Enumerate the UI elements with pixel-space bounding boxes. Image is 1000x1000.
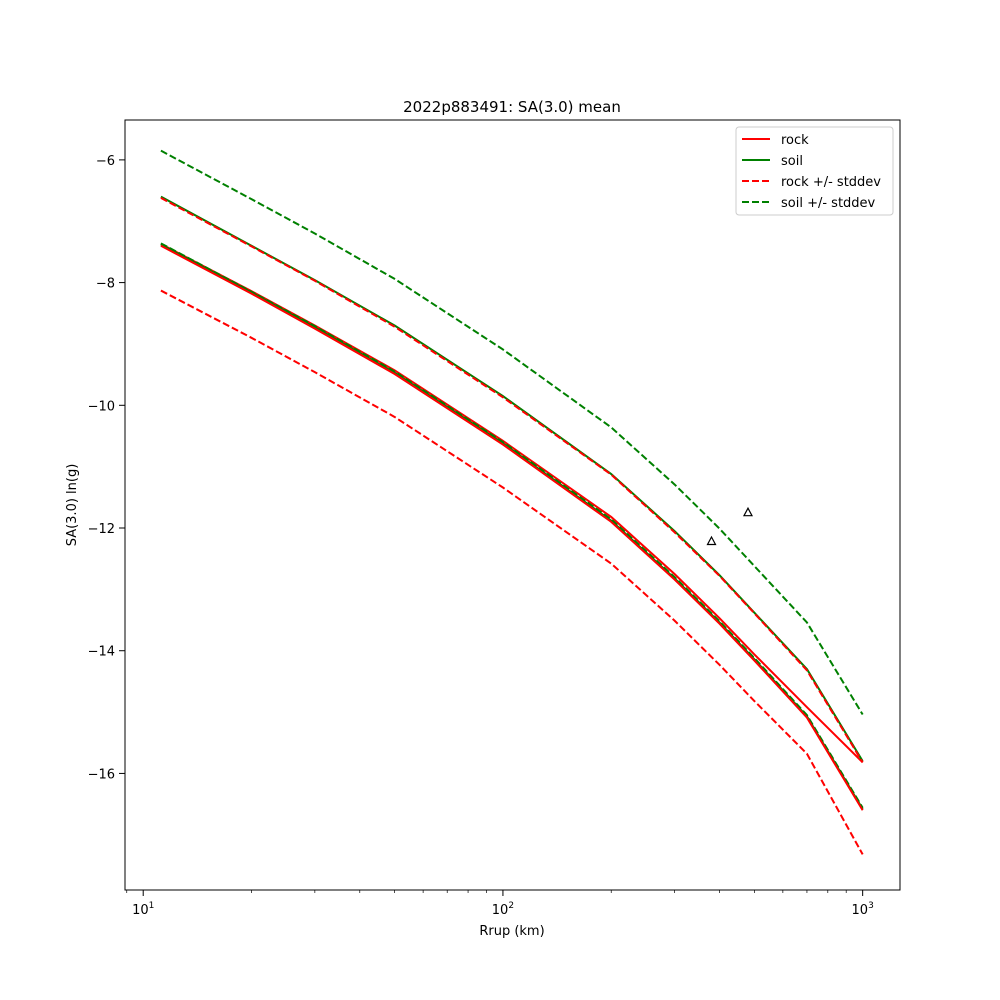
y-axis-ticks: −6 −8 −10 −12 −14 −16 bbox=[88, 154, 125, 782]
x-axis-label: Rrup (km) bbox=[479, 924, 544, 939]
observation-layer bbox=[706, 506, 753, 546]
series-line-unlabeled-4 bbox=[160, 197, 864, 763]
observation-marker bbox=[742, 506, 753, 517]
legend: rock soil rock +/- stddev soil +/- stddev bbox=[735, 126, 894, 216]
legend-label-soil: soil bbox=[781, 154, 803, 169]
y-tick-label: −6 bbox=[96, 154, 115, 169]
y-axis-label: SA(3.0) ln(g) bbox=[65, 464, 80, 547]
legend-frame bbox=[735, 126, 894, 216]
plot-frame bbox=[124, 119, 901, 891]
series-line-soil-stddev bbox=[160, 149, 864, 716]
series-line-rock-stddev bbox=[160, 289, 864, 855]
x-tick-label: 102 bbox=[492, 901, 514, 918]
x-axis-ticks: 101 102 103 bbox=[126, 890, 874, 918]
y-tick-label: −10 bbox=[88, 399, 115, 414]
series-layer bbox=[160, 149, 864, 855]
chart-title: 2022p883491: SA(3.0) mean bbox=[403, 98, 621, 116]
y-tick-label: −12 bbox=[88, 522, 115, 537]
y-tick-label: −14 bbox=[88, 645, 115, 660]
legend-label-soil-stddev: soil +/- stddev bbox=[781, 196, 876, 211]
legend-label-rock: rock bbox=[781, 133, 809, 148]
plot-area-background bbox=[125, 120, 900, 890]
y-tick-label: −8 bbox=[96, 277, 115, 292]
x-tick-label: 101 bbox=[132, 901, 154, 918]
observation-marker bbox=[706, 535, 717, 546]
y-tick-label: −16 bbox=[88, 767, 115, 782]
x-tick-label: 103 bbox=[852, 901, 874, 918]
series-line-unlabeled-7 bbox=[160, 244, 864, 811]
legend-label-rock-stddev: rock +/- stddev bbox=[781, 175, 881, 190]
